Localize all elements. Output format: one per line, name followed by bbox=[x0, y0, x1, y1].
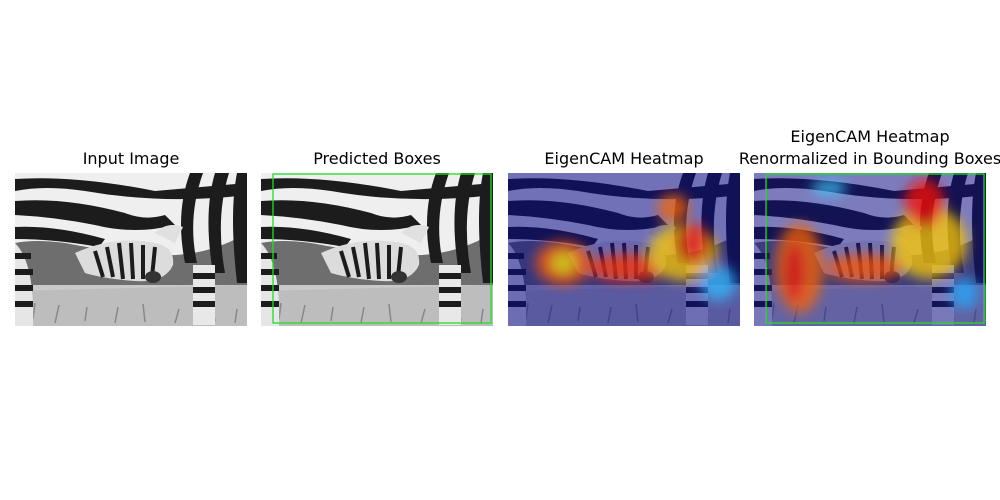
renormalized-heatmap-image bbox=[754, 173, 986, 326]
title-line-1: EigenCAM Heatmap bbox=[734, 126, 1000, 148]
eigencam-heatmap-image bbox=[508, 173, 740, 326]
panel-title-input: Input Image bbox=[15, 148, 247, 170]
input-image bbox=[15, 173, 247, 326]
title-line-2: Renormalized in Bounding Boxes bbox=[734, 148, 1000, 170]
panel-title-eigencam: EigenCAM Heatmap bbox=[508, 148, 740, 170]
panel-title-predicted: Predicted Boxes bbox=[261, 148, 493, 170]
panel-title-renormalized: EigenCAM Heatmap Renormalized in Boundin… bbox=[734, 126, 1000, 170]
predicted-boxes-image bbox=[261, 173, 493, 326]
